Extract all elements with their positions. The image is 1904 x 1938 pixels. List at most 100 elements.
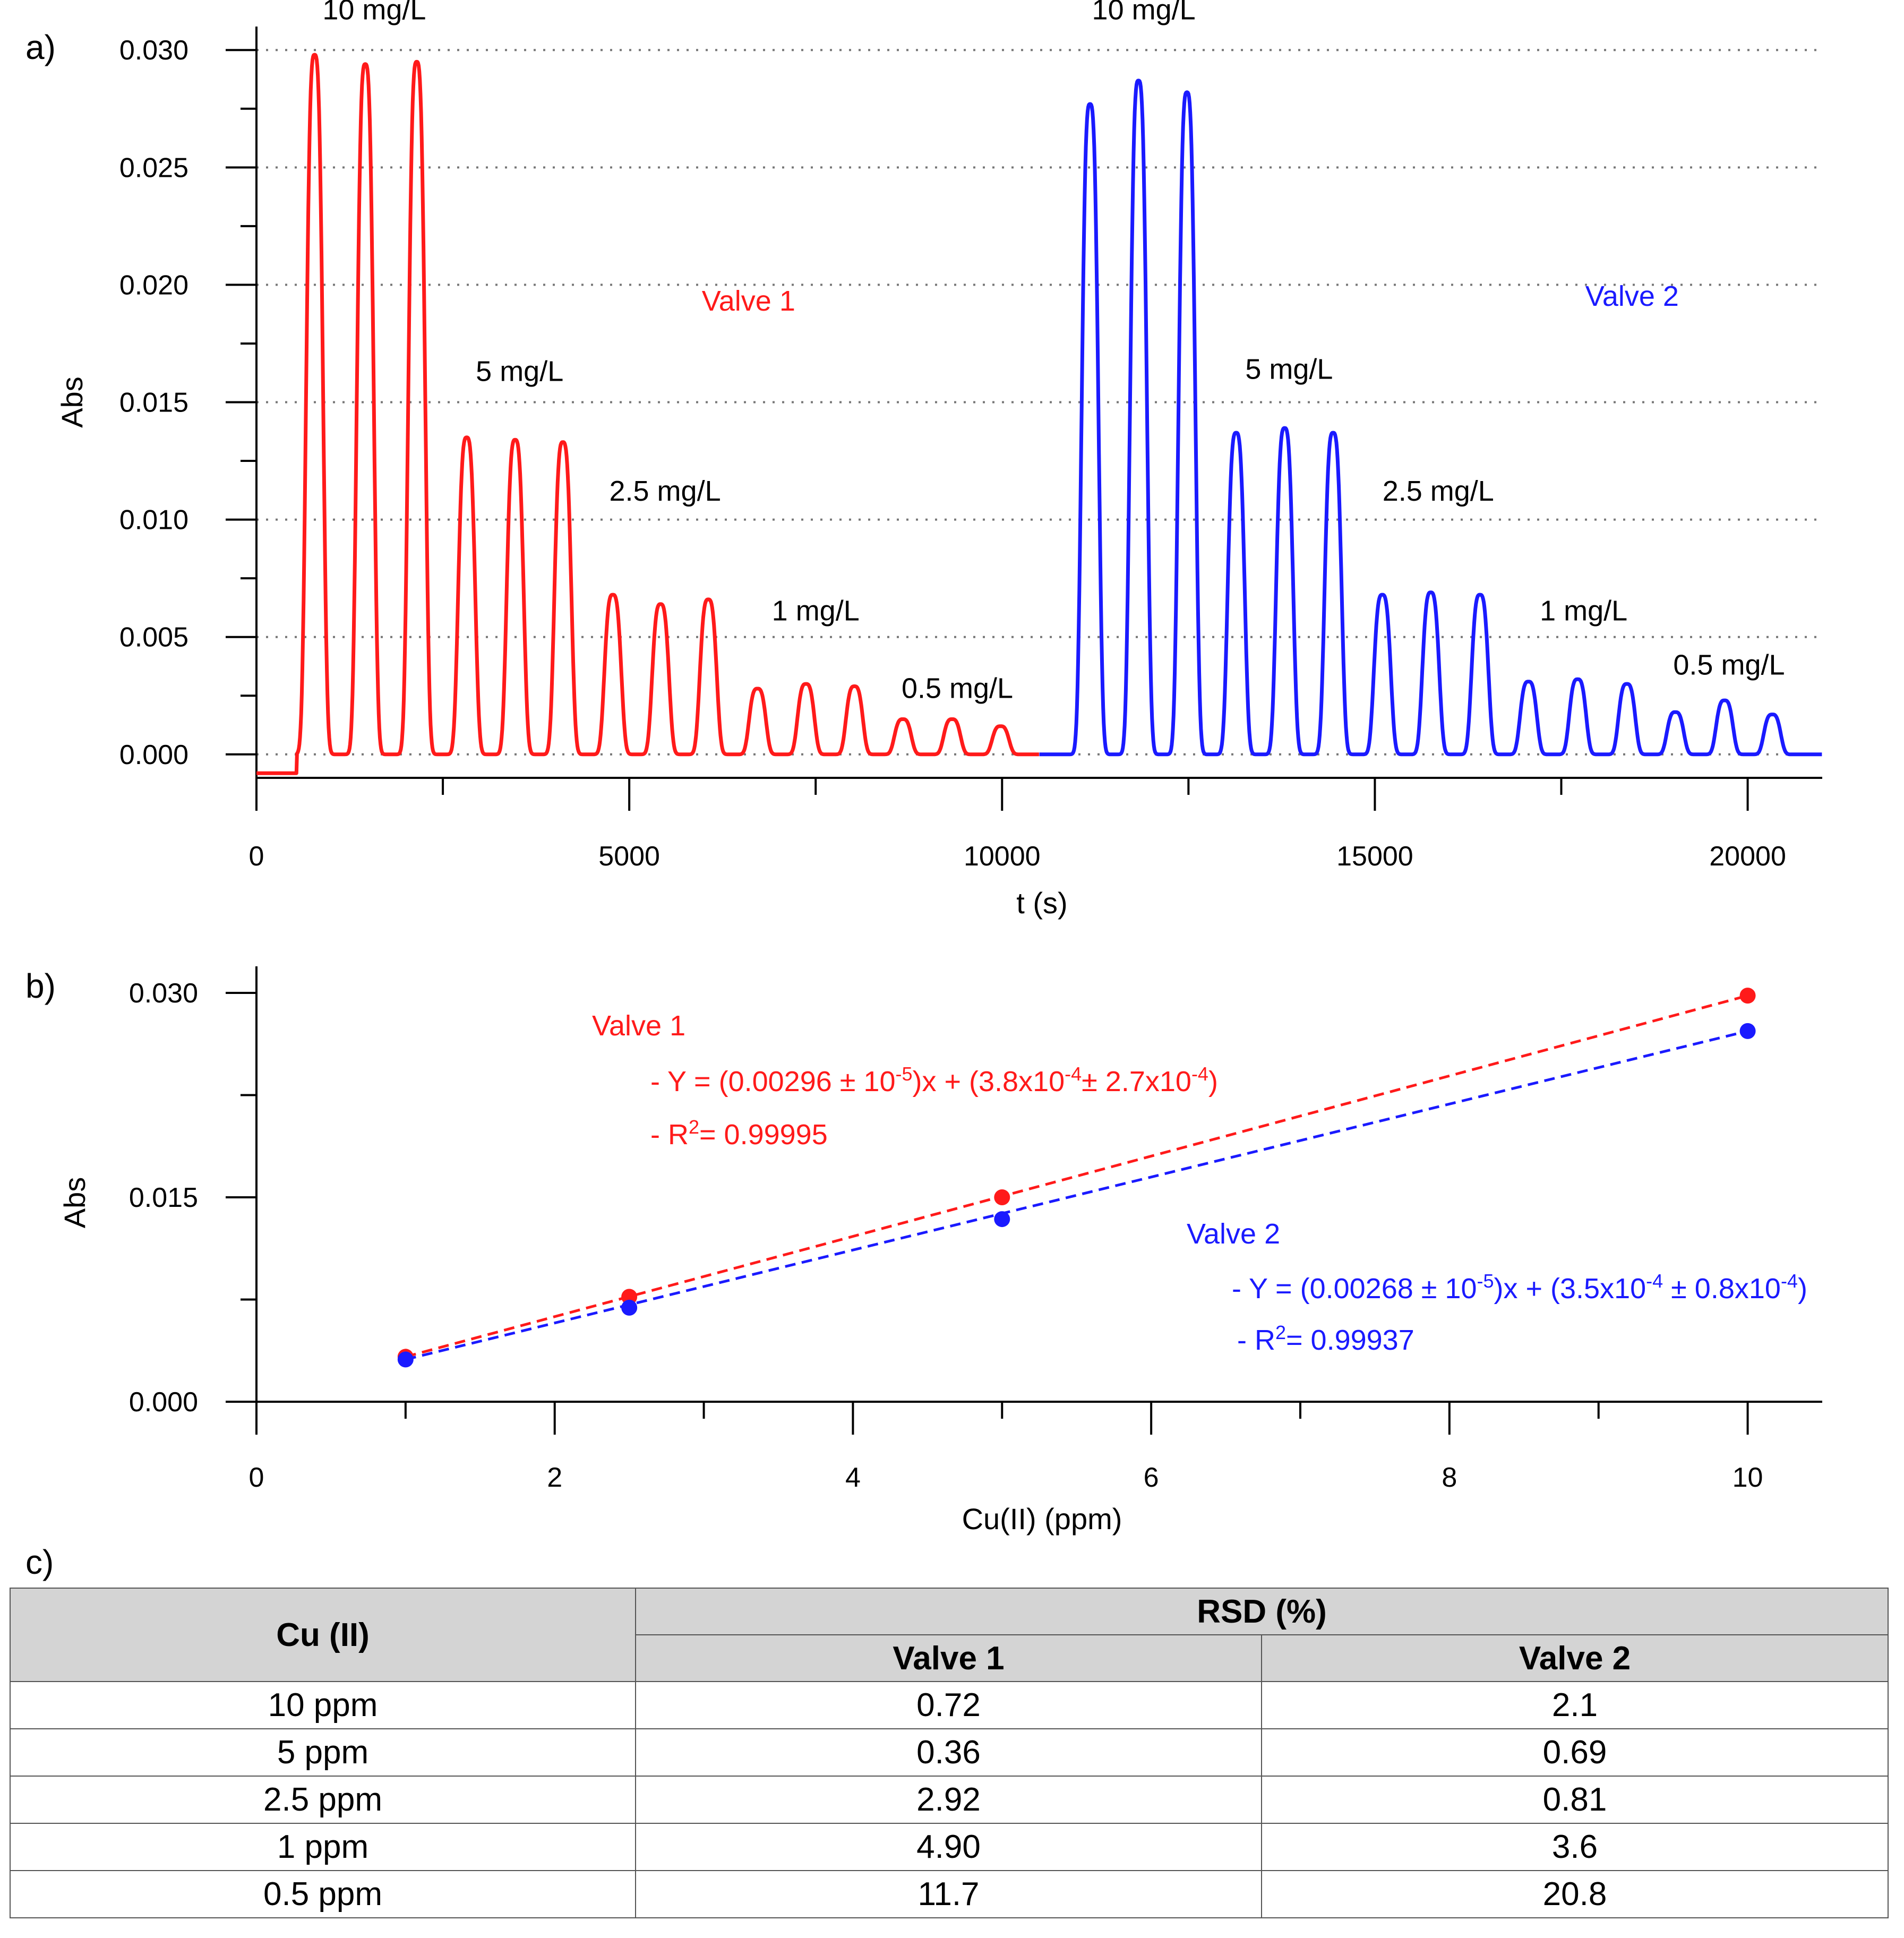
- cell-valve-1: 0.72: [635, 1681, 1262, 1729]
- y-axis-title: Abs: [55, 376, 89, 428]
- panel-a-label: a): [25, 28, 56, 66]
- eq-exponent: -5: [895, 1063, 912, 1085]
- cell-cu: 0.5 ppm: [10, 1870, 636, 1918]
- cell-cu: 10 ppm: [10, 1681, 636, 1729]
- eq-part: )x + (3.5x10: [1494, 1273, 1646, 1305]
- panel-c-label: c): [25, 1543, 54, 1581]
- concentration-label: 1 mg/L: [1540, 595, 1627, 627]
- cell-valve-1: 11.7: [635, 1870, 1262, 1918]
- header-valve-1: Valve 1: [635, 1634, 1262, 1682]
- y-tick-label: 0.025: [119, 152, 188, 183]
- table-row: 2.5 ppm 2.92 0.81: [10, 1776, 1889, 1824]
- x-tick-label: 5000: [598, 841, 660, 872]
- header-rsd: RSD (%): [635, 1588, 1889, 1635]
- eq-part: )x + (3.8x10: [913, 1066, 1065, 1097]
- series-label: Valve 2: [1187, 1218, 1280, 1250]
- x-tick-label: 0: [249, 841, 264, 872]
- cell-valve-2: 0.69: [1261, 1728, 1889, 1777]
- cell-cu: 5 ppm: [10, 1728, 636, 1777]
- concentration-label: 5 mg/L: [1245, 353, 1333, 385]
- concentration-label: 2.5 mg/L: [1383, 475, 1494, 507]
- x-tick-label: 8: [1442, 1462, 1457, 1493]
- series-label: Valve 1: [592, 1010, 685, 1042]
- eq-part: ): [1208, 1066, 1218, 1097]
- y-tick-label: 0.030: [119, 35, 188, 66]
- rsd-table: Cu (II) RSD (%) Valve 1 Valve 2 10 ppm 0…: [10, 1588, 1889, 1918]
- eq-part: = 0.99995: [699, 1119, 828, 1151]
- x-tick-label: 15000: [1336, 841, 1413, 872]
- r-squared: - R2= 0.99995: [650, 1116, 828, 1151]
- data-point: [1739, 988, 1756, 1004]
- cell-valve-2: 0.81: [1261, 1776, 1889, 1824]
- cell-valve-2: 20.8: [1261, 1870, 1889, 1918]
- eq-exponent: -4: [1781, 1270, 1798, 1292]
- eq-part: - Y = (0.00296 ± 10: [650, 1066, 895, 1097]
- cell-valve-2: 2.1: [1261, 1681, 1889, 1729]
- cell-valve-1: 0.36: [635, 1728, 1262, 1777]
- y-tick-label: 0.015: [129, 1182, 198, 1213]
- eq-part: = 0.99937: [1286, 1324, 1414, 1356]
- cell-valve-2: 3.6: [1261, 1823, 1889, 1871]
- y-tick-label: 0.010: [119, 505, 188, 536]
- x-axis-title: t (s): [1016, 886, 1067, 920]
- data-point: [994, 1211, 1010, 1228]
- x-tick-label: 6: [1144, 1462, 1159, 1493]
- eq-exponent: -5: [1477, 1270, 1494, 1292]
- y-axis-title: Abs: [58, 1177, 91, 1229]
- r-squared: - R2= 0.99937: [1237, 1322, 1414, 1357]
- cell-valve-1: 2.92: [635, 1776, 1262, 1824]
- concentration-label: 0.5 mg/L: [1673, 649, 1785, 681]
- eq-part: ): [1798, 1273, 1807, 1305]
- concentration-label: 0.5 mg/L: [902, 673, 1013, 705]
- eq-part: ± 0.8x10: [1663, 1273, 1781, 1305]
- eq-part: ± 2.7x10: [1082, 1066, 1191, 1097]
- x-tick-label: 10: [1733, 1462, 1763, 1493]
- series-line-2: [1038, 79, 1823, 757]
- table-row: 10 ppm 0.72 2.1: [10, 1681, 1889, 1729]
- header-valve-2: Valve 2: [1261, 1634, 1889, 1682]
- x-tick-label: 10000: [964, 841, 1041, 872]
- y-tick-label: 0.015: [119, 388, 188, 418]
- concentration-label: 5 mg/L: [476, 356, 563, 388]
- header-cu: Cu (II): [10, 1588, 636, 1682]
- calibration-chart: 0.000 0.015 0.030 0 2 4 6 8 10 Cu(II) (ppm) Abs Val…: [58, 966, 1822, 1536]
- x-tick-label: 4: [845, 1462, 861, 1493]
- fit-line-1: [405, 994, 1748, 1358]
- eq-part: - Y = (0.00268 ± 10: [1232, 1273, 1477, 1305]
- panel-b-label: b): [25, 967, 56, 1005]
- data-point: [994, 1189, 1010, 1205]
- series-label: Valve 1: [702, 285, 795, 317]
- regression-equation: - Y = (0.00268 ± 10-5)x + (3.5x10-4 ± 0.…: [1232, 1270, 1807, 1305]
- series-label: Valve 2: [1585, 280, 1679, 312]
- x-tick-label: 2: [547, 1462, 562, 1493]
- table-row: 1 ppm 4.90 3.6: [10, 1823, 1889, 1871]
- eq-part: - R: [650, 1119, 689, 1151]
- x-tick-label: 0: [249, 1462, 264, 1493]
- eq-exponent: 2: [1275, 1322, 1286, 1343]
- eq-part: - R: [1237, 1324, 1275, 1356]
- x-tick-label: 20000: [1709, 841, 1786, 872]
- concentration-label: 1 mg/L: [772, 595, 860, 627]
- y-tick-label: 0.000: [119, 740, 188, 770]
- table-row: 0.5 ppm 11.7 20.8: [10, 1870, 1889, 1918]
- y-tick-label: 0.020: [119, 270, 188, 301]
- eq-exponent: -4: [1065, 1063, 1082, 1085]
- cell-valve-1: 4.90: [635, 1823, 1262, 1871]
- y-tick-label: 0.005: [119, 622, 188, 653]
- x-axis-title: Cu(II) (ppm): [962, 1502, 1122, 1536]
- concentration-label: 10 mg/L: [322, 0, 426, 26]
- y-tick-label: 0.030: [129, 978, 198, 1009]
- chromatogram-chart: 0.000 0.005 0.010 0.015 0.020 0.025 0.030 0 5000…: [55, 0, 1823, 920]
- concentration-label: 10 mg/L: [1092, 0, 1196, 26]
- y-tick-label: 0.000: [129, 1387, 198, 1418]
- eq-exponent: 2: [689, 1116, 699, 1138]
- regression-equation: - Y = (0.00296 ± 10-5)x + (3.8x10-4± 2.7…: [650, 1063, 1218, 1098]
- cell-cu: 2.5 ppm: [10, 1776, 636, 1824]
- concentration-label: 2.5 mg/L: [609, 475, 721, 507]
- eq-exponent: -4: [1646, 1270, 1663, 1292]
- table-row: 5 ppm 0.36 0.69: [10, 1728, 1889, 1777]
- eq-exponent: -4: [1191, 1063, 1208, 1085]
- data-point: [1739, 1023, 1756, 1039]
- data-point: [621, 1299, 638, 1316]
- cell-cu: 1 ppm: [10, 1823, 636, 1871]
